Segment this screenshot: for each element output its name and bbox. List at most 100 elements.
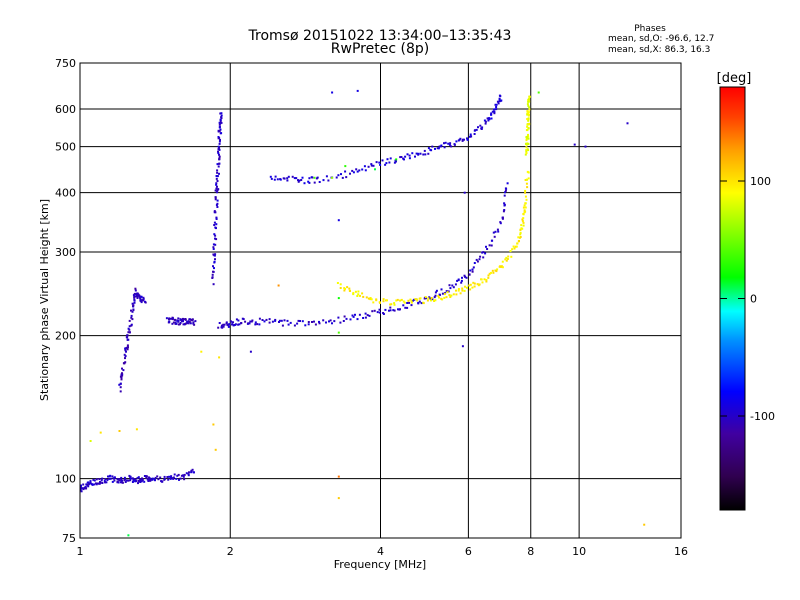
- trace-point-x-trace: [370, 298, 373, 301]
- trace-point-o-trace-upper: [344, 170, 347, 173]
- trace-point-x-cusp: [528, 108, 531, 111]
- trace-point-low-ramp: [126, 348, 129, 351]
- scatter-point: [337, 497, 340, 500]
- trace-point-o-trace-upper: [408, 154, 411, 157]
- trace-point-low-E-layer: [91, 483, 94, 486]
- trace-point-x-trace: [526, 170, 529, 173]
- trace-point-o-trace-upper: [385, 162, 388, 165]
- colorbar-tick-label: 0: [750, 293, 757, 306]
- trace-point-spread-cusp: [218, 146, 221, 149]
- trace-point-low-cluster: [139, 297, 142, 300]
- trace-point-f1-trace: [194, 320, 197, 323]
- trace-point-o-trace-upper: [468, 135, 471, 138]
- scatter-point: [461, 345, 464, 348]
- trace-point-low-E-layer: [124, 481, 127, 483]
- trace-point-x-trace: [499, 265, 502, 268]
- trace-point-x-trace: [430, 297, 433, 299]
- trace-point-low-E-layer: [132, 479, 135, 482]
- trace-point-x-trace: [426, 299, 429, 302]
- trace-point-o-trace-lower: [223, 323, 226, 326]
- trace-point-o-trace-lower: [220, 324, 223, 327]
- trace-point-o-trace-lower: [345, 317, 348, 320]
- trace-point-o-trace-upper: [322, 179, 325, 182]
- phase-info-title: Phases: [634, 24, 666, 34]
- trace-point-f1-trace: [177, 323, 180, 326]
- trace-point-x-trace: [505, 259, 508, 262]
- trace-point-spread-cusp: [218, 142, 221, 145]
- trace-point-x-trace: [359, 294, 361, 297]
- trace-point-o-trace-lower: [339, 321, 342, 324]
- trace-point-o-trace-upper: [301, 176, 304, 179]
- trace-point-x-trace: [419, 297, 422, 300]
- trace-point-low-E-layer: [176, 474, 179, 477]
- scatter-point: [89, 440, 92, 442]
- trace-point-x-trace: [473, 285, 476, 288]
- scatter-point: [643, 523, 646, 526]
- trace-point-low-E-layer: [120, 476, 123, 479]
- trace-point-low-E-layer: [85, 487, 87, 490]
- trace-point-o-trace-lower: [399, 308, 401, 311]
- trace-point-o-trace-lower: [249, 320, 252, 323]
- trace-point-low-E-layer: [182, 474, 185, 477]
- trace-point-low-ramp: [124, 349, 127, 352]
- trace-point-low-cluster: [142, 299, 145, 302]
- scatter-point: [584, 145, 587, 148]
- trace-point-o-trace-lower: [497, 230, 500, 233]
- trace-point-o-trace-upper: [490, 112, 493, 115]
- trace-point-f1-trace: [185, 322, 188, 325]
- trace-point-o-trace-upper: [453, 143, 456, 146]
- scatter-point: [356, 89, 359, 92]
- trace-point-o-trace-lower: [307, 323, 310, 326]
- trace-point-x-trace: [523, 209, 526, 212]
- trace-point-low-E-layer: [109, 474, 112, 477]
- trace-point-o-trace-lower: [481, 251, 484, 254]
- trace-point-o-trace-upper: [411, 152, 414, 155]
- trace-point-low-E-layer: [116, 480, 119, 483]
- trace-point-o-trace-lower: [280, 319, 283, 322]
- trace-point-low-cluster: [135, 292, 138, 295]
- trace-point-low-E-layer: [145, 476, 148, 479]
- trace-point-low-ramp: [133, 301, 136, 304]
- trace-point-o-trace-lower: [242, 318, 245, 321]
- trace-point-o-trace-lower: [331, 322, 333, 325]
- trace-point-low-ramp: [118, 383, 121, 386]
- trace-point-o-trace-lower: [410, 304, 413, 307]
- trace-point-x-trace: [491, 269, 494, 272]
- trace-point-low-E-layer: [136, 477, 139, 480]
- trace-point-o-trace-upper: [488, 118, 491, 121]
- trace-point-f1-trace: [177, 319, 180, 322]
- trace-point-f1-trace: [187, 320, 190, 323]
- trace-point-o-trace-lower: [504, 191, 506, 194]
- trace-point-low-E-layer: [123, 476, 126, 479]
- trace-point-low-ramp: [119, 382, 122, 385]
- trace-point-low-ramp: [121, 367, 123, 370]
- trace-point-low-E-layer: [118, 479, 121, 482]
- x-tick-label: 6: [465, 545, 472, 558]
- trace-point-spread-cusp: [215, 204, 218, 206]
- y-tick-label: 200: [55, 330, 76, 343]
- trace-point-low-E-layer: [131, 481, 134, 483]
- trace-point-low-E-layer: [148, 478, 151, 481]
- trace-point-spread-cusp: [217, 188, 220, 191]
- trace-point-o-trace-lower: [388, 309, 390, 312]
- trace-point-low-E-layer: [151, 478, 154, 481]
- trace-point-o-trace-lower: [488, 244, 491, 247]
- trace-point-o-trace-lower: [468, 273, 471, 276]
- trace-point-o-trace-upper: [308, 181, 311, 184]
- trace-point-low-ramp: [130, 316, 133, 319]
- trace-point-x-trace: [519, 228, 522, 231]
- trace-point-x-trace: [400, 298, 403, 301]
- trace-point-x-trace: [443, 296, 446, 299]
- trace-point-spread-cusp: [214, 211, 217, 214]
- trace-point-spread-cusp: [214, 253, 217, 256]
- trace-point-x-trace: [416, 299, 419, 302]
- trace-point-o-trace-upper: [463, 138, 465, 141]
- trace-point-o-trace-lower: [235, 318, 238, 321]
- trace-point-low-E-layer: [149, 479, 152, 482]
- trace-point-o-trace-lower: [475, 258, 478, 261]
- trace-point-o-trace-upper: [393, 161, 396, 164]
- trace-point-low-ramp: [134, 287, 137, 290]
- scatter-point: [344, 165, 347, 168]
- trace-point-low-cluster: [144, 301, 147, 304]
- trace-point-x-trace: [515, 245, 518, 248]
